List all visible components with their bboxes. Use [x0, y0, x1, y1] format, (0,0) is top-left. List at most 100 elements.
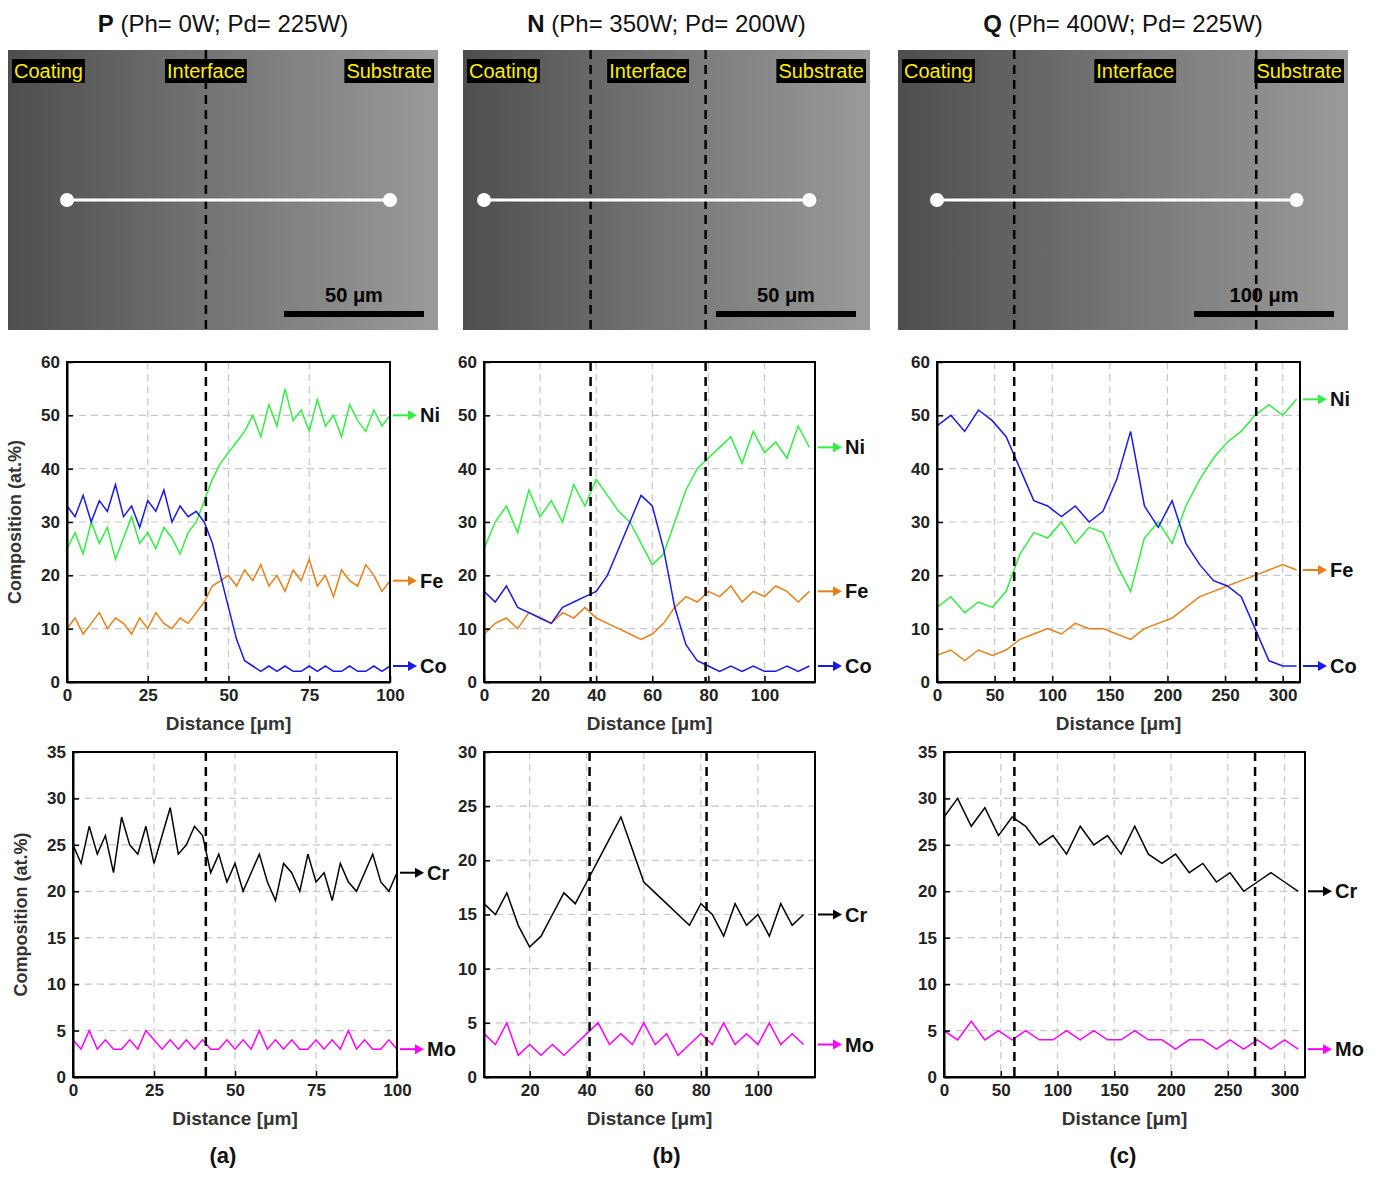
interface-line — [705, 752, 708, 1077]
legend-label: Fe — [845, 580, 868, 602]
tick-mark — [701, 1071, 703, 1077]
tick-label: 100 — [383, 1081, 411, 1100]
interface-line — [205, 752, 208, 1077]
tick-label: 100 — [376, 686, 404, 705]
tick: 10 — [458, 620, 490, 639]
tick-label: 40 — [578, 1081, 597, 1100]
interface-line — [1254, 752, 1257, 1077]
tick: 20 — [531, 676, 550, 705]
plot-background — [937, 362, 1300, 682]
tick-label: 25 — [145, 1081, 164, 1100]
tick: 30 — [918, 789, 950, 808]
sem-image — [463, 50, 870, 330]
plot-area — [937, 362, 1297, 682]
x-axis: 050100150200250300 — [933, 676, 1301, 705]
tick-mark — [397, 1071, 399, 1077]
tick-mark — [944, 1030, 950, 1032]
series-line — [944, 798, 1298, 891]
tick: 20 — [918, 882, 950, 901]
tick-mark — [73, 984, 79, 986]
label-background — [165, 59, 247, 83]
plot-background — [944, 752, 1305, 1077]
legend: CrMo — [400, 862, 456, 1060]
legend: CrMo — [1308, 880, 1364, 1060]
tick-mark — [937, 415, 943, 417]
grid-line — [994, 362, 995, 682]
plot-frame — [73, 752, 397, 1077]
tick: 25 — [458, 797, 490, 816]
tick-label: 50 — [911, 406, 930, 425]
scale-bar-label: 50 μm — [325, 284, 383, 306]
series-line — [484, 1023, 804, 1056]
grid-line — [73, 798, 397, 799]
legend-label: Fe — [1330, 559, 1353, 581]
grid-line — [943, 752, 944, 1077]
series-line — [73, 808, 397, 901]
tick-mark — [73, 937, 79, 939]
tick: 20 — [458, 566, 490, 585]
plot-background — [73, 752, 397, 1077]
grid-line — [72, 752, 73, 1077]
tick-mark — [484, 415, 490, 417]
sem-image — [8, 50, 438, 330]
region-label: Substrate — [346, 60, 432, 82]
series-line — [944, 1021, 1298, 1049]
grid-line — [484, 415, 815, 416]
tick-label: 80 — [699, 686, 718, 705]
legend-arrow — [818, 665, 835, 667]
grid-line — [944, 798, 1305, 799]
grid-line — [484, 1076, 815, 1077]
tick: 40 — [458, 460, 490, 479]
grid — [944, 752, 1305, 1077]
tick-mark — [484, 860, 490, 862]
axis-line — [485, 682, 816, 684]
tick: 40 — [41, 460, 73, 479]
series-line — [484, 586, 809, 639]
tick: 100 — [744, 1071, 772, 1100]
legend-arrow — [1308, 1048, 1325, 1050]
x-axis-title: Distance [μm] — [166, 713, 292, 734]
image-label: Coating — [902, 59, 975, 83]
chart: 0501001502002503000102030405060Distance … — [911, 353, 1357, 734]
chart: 20406080100051015202530Distance [μm]CrMo — [458, 743, 874, 1129]
legend-label: Ni — [420, 404, 440, 426]
grid — [67, 362, 390, 682]
tick-label: 15 — [918, 929, 937, 948]
tick-label: 10 — [458, 960, 477, 979]
tick-mark — [73, 1030, 79, 1032]
grid-line — [484, 521, 815, 522]
grid-line — [484, 1022, 815, 1023]
scale-bar — [284, 311, 424, 317]
tick-label: 75 — [307, 1081, 326, 1100]
tick: 80 — [692, 1071, 711, 1100]
tick-mark — [67, 415, 73, 417]
legend-arrowhead — [833, 1040, 842, 1050]
tick-label: 150 — [1101, 1081, 1129, 1100]
legend-arrowhead — [1318, 394, 1327, 404]
tick: 75 — [307, 1071, 326, 1100]
sem-image — [898, 50, 1348, 330]
legend-label: Co — [1330, 655, 1357, 677]
tick-mark — [1001, 1071, 1003, 1077]
y-axis: 0102030405060 — [41, 353, 73, 692]
grid-line — [67, 415, 390, 416]
y-axis: 05101520253035 — [918, 743, 950, 1087]
tick-label: 50 — [226, 1081, 245, 1100]
tick-mark — [484, 682, 490, 684]
legend-arrowhead — [833, 442, 842, 452]
region-label: Coating — [469, 60, 538, 82]
x-axis-title: Distance [μm] — [172, 1108, 298, 1129]
tick-mark — [390, 676, 392, 682]
grid — [484, 752, 815, 1077]
x-axis-title: Distance [μm] — [587, 1108, 713, 1129]
plot-area — [944, 752, 1298, 1077]
tick-label: 35 — [47, 743, 66, 762]
x-axis-title: Distance [μm] — [1062, 1108, 1188, 1129]
legend-arrow — [400, 872, 417, 874]
tick-mark — [484, 752, 490, 754]
tick-mark — [944, 798, 950, 800]
legend-arrowhead — [408, 661, 417, 671]
legend-label: Mo — [845, 1034, 874, 1056]
tick-label: 0 — [928, 1068, 937, 1087]
tick: 250 — [1214, 1071, 1242, 1100]
